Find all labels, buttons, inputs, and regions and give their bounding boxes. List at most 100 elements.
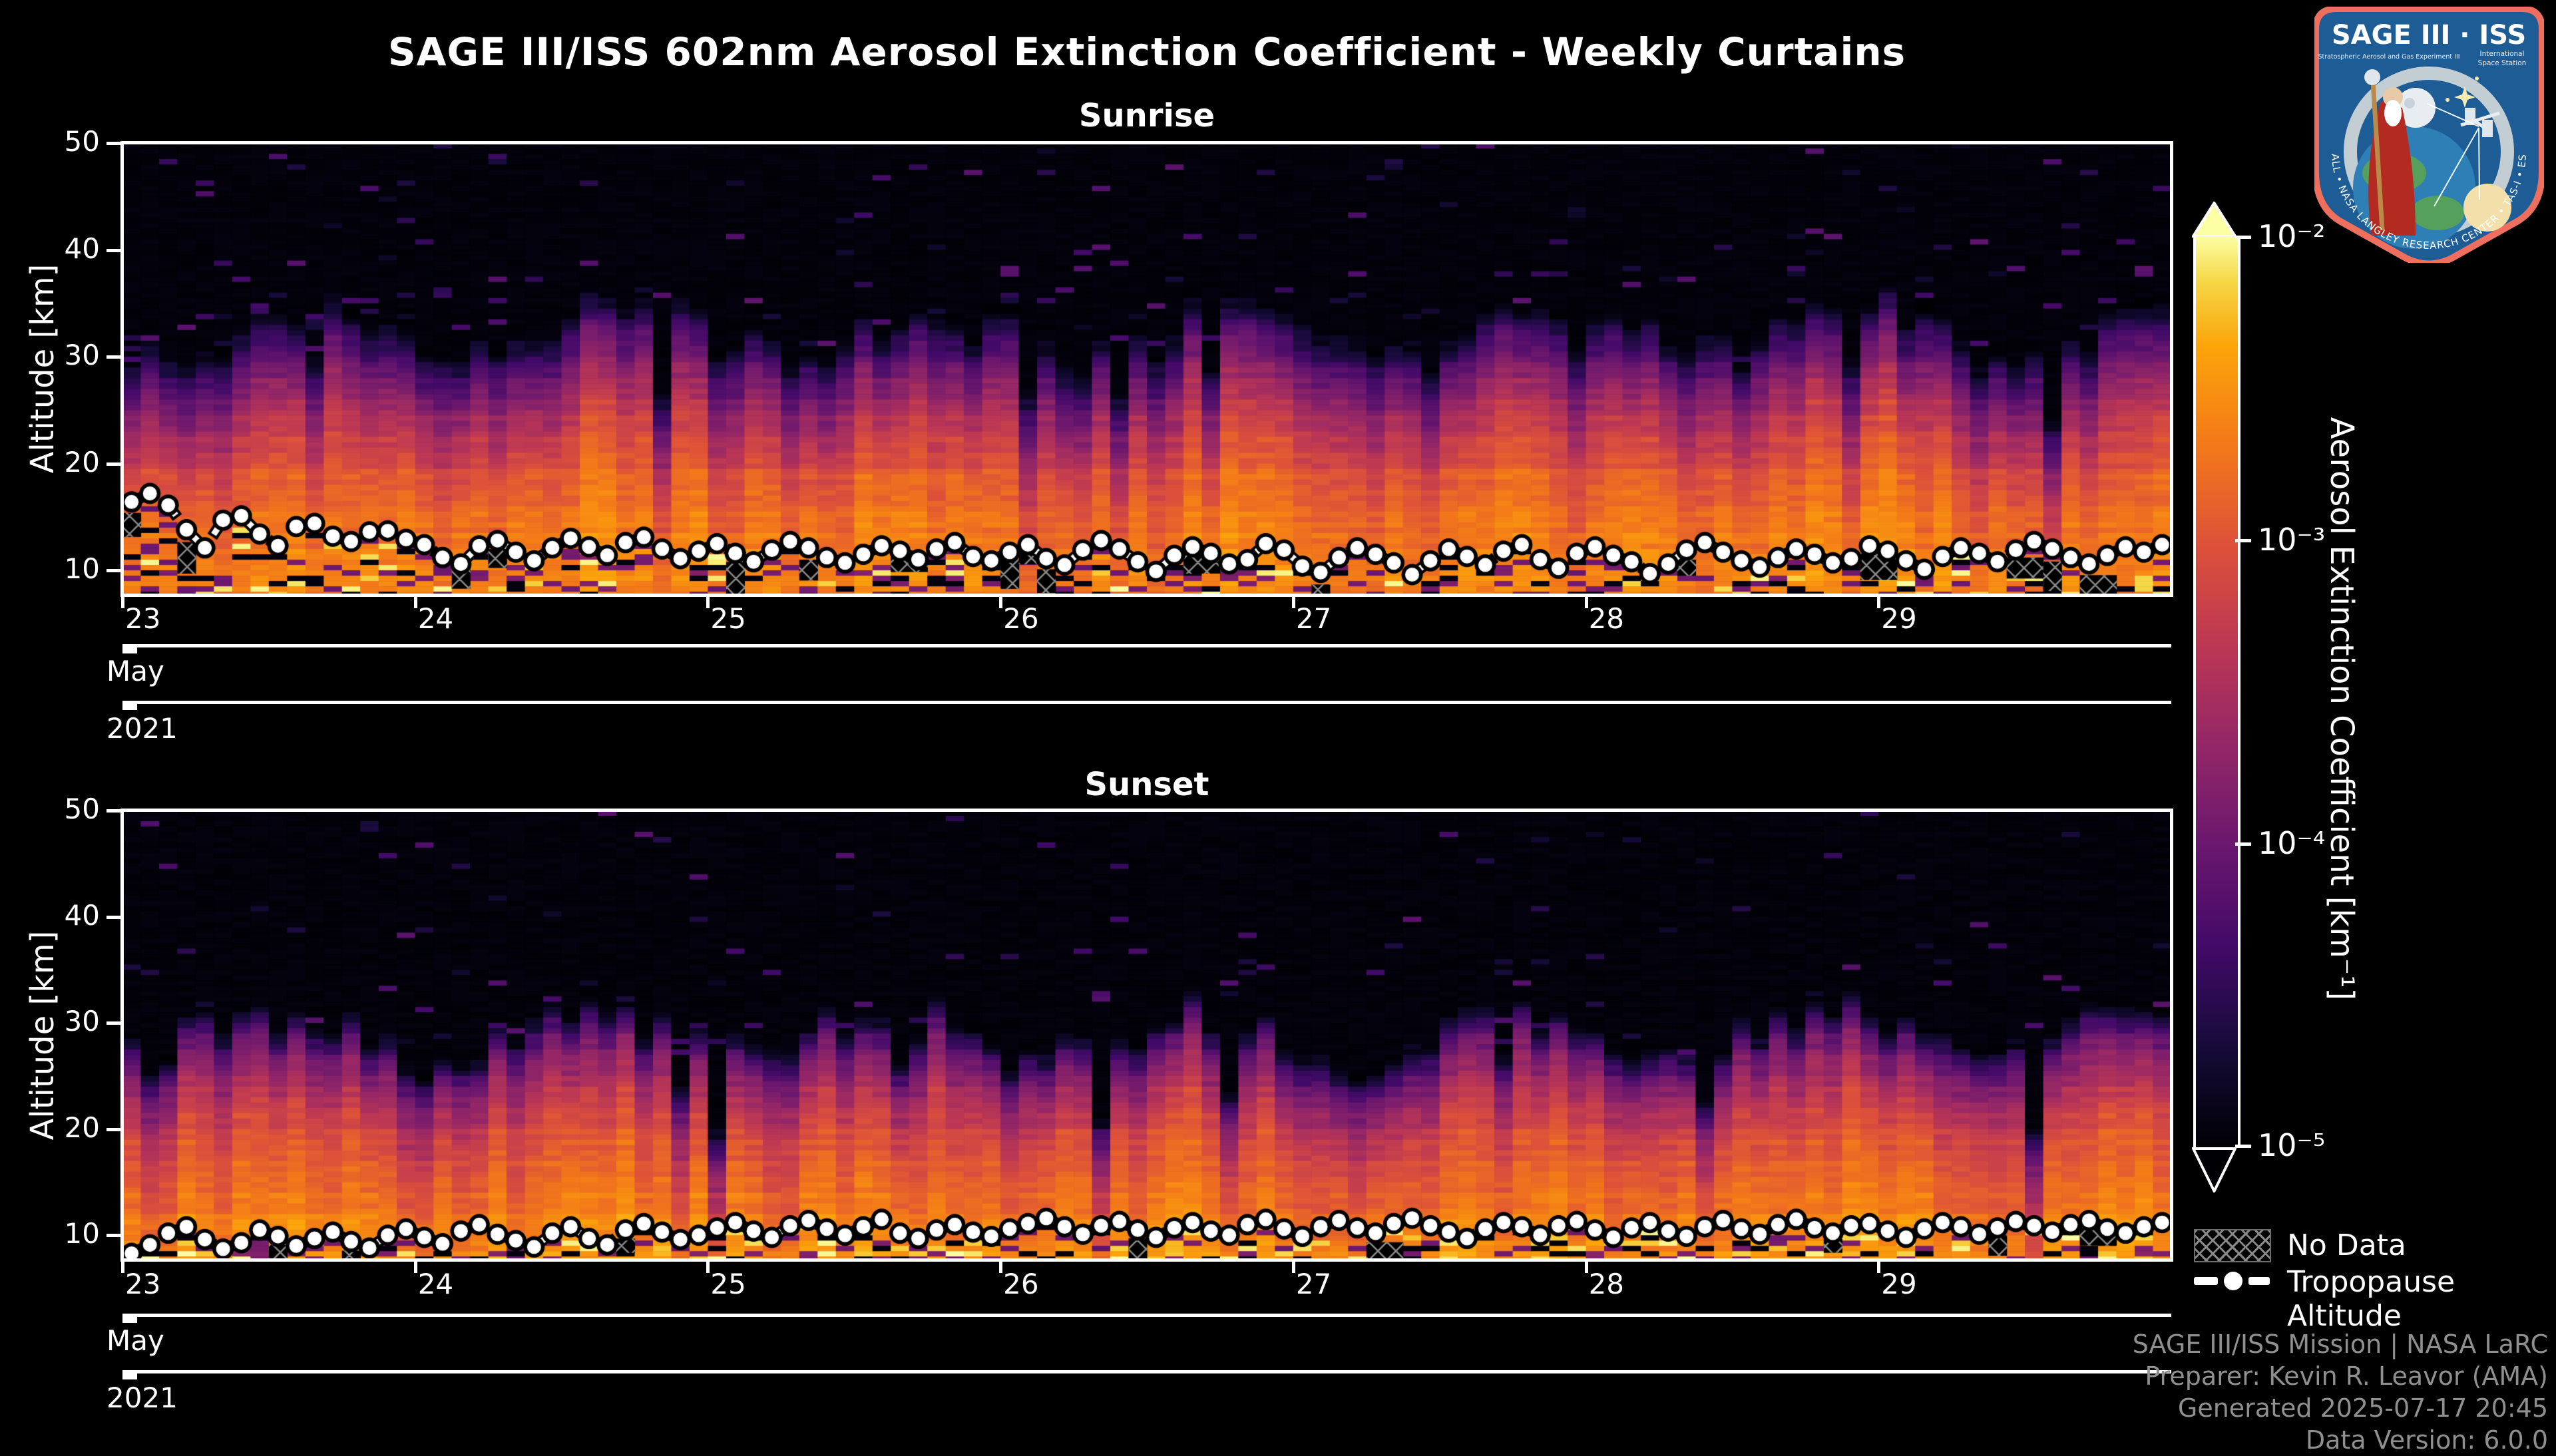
colorbar-gradient <box>2193 236 2240 1147</box>
logo-subtitle-left: Stratospheric Aerosol and Gas Experiment… <box>2318 53 2459 61</box>
figure-title: SAGE III/ISS 602nm Aerosol Extinction Co… <box>387 29 1906 75</box>
colorbar-tick-1e-2: 10⁻² <box>2258 218 2326 254</box>
x-tick-mark <box>999 595 1003 608</box>
x-tick-mark <box>1877 1260 1881 1273</box>
x-tick-label: 27 <box>1295 1268 1332 1300</box>
tropopause-swatch-marker <box>2224 1272 2242 1290</box>
colorbar-tick-mark <box>2235 539 2251 542</box>
y-tick-mark <box>106 569 122 573</box>
x-tick-mark <box>413 595 417 608</box>
logo-moon <box>2396 88 2436 128</box>
logo-wizard <box>2364 69 2416 236</box>
y-tick-mark <box>106 1234 122 1238</box>
x-tick-mark <box>121 1260 124 1273</box>
y-tick-mark <box>106 462 122 466</box>
logo-title: SAGE III · ISS <box>2332 20 2526 51</box>
sunrise-month-axis-tick <box>122 644 137 653</box>
x-tick-label: 27 <box>1295 602 1332 635</box>
sunrise-month-axis-line <box>122 644 2171 647</box>
x-tick-label: 25 <box>710 1268 746 1300</box>
x-tick-label: 29 <box>1881 602 1917 635</box>
x-tick-mark <box>413 1260 417 1273</box>
logo-observation-lines <box>2427 103 2480 207</box>
y-tick-label: 40 <box>64 232 100 265</box>
y-tick-label: 20 <box>64 445 100 478</box>
y-tick-label: 40 <box>64 898 100 932</box>
sunrise-month-label: May <box>106 655 164 687</box>
y-tick-label: 50 <box>64 125 100 158</box>
colorbar-tick-1e-3: 10⁻³ <box>2258 522 2326 558</box>
y-tick-mark <box>106 142 122 145</box>
sunrise-curtain-heatmap <box>122 143 2171 595</box>
logo-sun <box>2463 184 2511 232</box>
panel-sunrise-subtitle: Sunrise <box>1078 97 1215 134</box>
no-data-label: No Data <box>2287 1228 2406 1262</box>
sage-iii-iss-logo: SAGE III · ISS Stratospheric Aerosol and… <box>2314 7 2544 263</box>
logo-stars <box>2446 77 2479 108</box>
x-tick-mark <box>1291 1260 1295 1273</box>
y-tick-mark <box>106 809 122 813</box>
x-tick-mark <box>999 1260 1003 1273</box>
y-tick-label: 30 <box>64 339 100 372</box>
attribution-line-2: Preparer: Kevin R. Leavor (AMA) <box>2145 1362 2548 1391</box>
sunset-month-axis-tick <box>122 1314 137 1323</box>
colorbar-tick-1e-4: 10⁻⁴ <box>2258 825 2326 861</box>
sunset-plot-frame <box>120 809 2173 1262</box>
y-tick-mark <box>106 915 122 919</box>
sunrise-year-axis-tick <box>122 701 137 710</box>
sunset-month-axis-line <box>122 1314 2171 1317</box>
x-tick-mark <box>1584 595 1588 608</box>
x-tick-label: 23 <box>125 602 161 635</box>
sunset-month-label: May <box>106 1324 164 1357</box>
colorbar-upper-arrow <box>2192 202 2236 238</box>
sunrise-plot-frame <box>120 141 2173 597</box>
x-tick-label: 26 <box>1003 1268 1039 1300</box>
x-tick-mark <box>1877 595 1881 608</box>
x-tick-mark <box>1584 1260 1588 1273</box>
attribution-block: SAGE III/ISS Mission | NASA LaRC Prepare… <box>1949 1328 2548 1456</box>
sunrise-year-axis-line <box>122 701 2171 704</box>
colorbar-tick-mark <box>2235 236 2251 239</box>
y-tick-label: 30 <box>64 1005 100 1038</box>
x-tick-mark <box>121 595 124 608</box>
y-tick-mark <box>106 248 122 252</box>
colorbar-label: Aerosol Extinction Coefficient [km⁻¹] <box>2323 417 2360 1001</box>
tropopause-swatch-dash-left <box>2194 1277 2218 1285</box>
sunset-year-axis-line <box>122 1370 2171 1373</box>
attribution-line-3: Generated 2025-07-17 20:45 <box>2177 1393 2548 1423</box>
y-tick-label: 20 <box>64 1111 100 1144</box>
logo-subtitle-right-1: International <box>2479 50 2524 58</box>
x-tick-mark <box>1291 595 1295 608</box>
x-tick-label: 25 <box>710 602 746 635</box>
tropopause-swatch-dash-right <box>2248 1277 2270 1285</box>
colorbar-tick-mark <box>2235 1145 2251 1148</box>
colorbar-tick-mark <box>2235 842 2251 846</box>
x-tick-mark <box>706 595 710 608</box>
logo-earth-land-2 <box>2411 196 2464 230</box>
attribution-line-4: Data Version: 6.0.0 <box>2305 1425 2548 1455</box>
x-tick-label: 29 <box>1881 1268 1917 1300</box>
x-tick-label: 24 <box>417 602 454 635</box>
sunset-year-axis-tick <box>122 1370 137 1379</box>
x-tick-mark <box>706 1260 710 1273</box>
x-tick-label: 28 <box>1588 602 1625 635</box>
y-tick-mark <box>106 1021 122 1025</box>
panel-sunset-subtitle: Sunset <box>1084 766 1209 803</box>
x-tick-label: 26 <box>1003 602 1039 635</box>
y-tick-label: 50 <box>64 793 100 825</box>
no-data-hatch-swatch <box>2194 1229 2271 1262</box>
y-tick-label: 10 <box>64 552 100 586</box>
sunset-curtain-heatmap <box>122 811 2171 1260</box>
y-tick-mark <box>106 1127 122 1131</box>
attribution-line-1: SAGE III/ISS Mission | NASA LaRC <box>2132 1330 2548 1359</box>
x-tick-label: 23 <box>125 1268 161 1300</box>
y-tick-label: 10 <box>64 1217 100 1250</box>
colorbar-lower-arrow <box>2192 1147 2236 1192</box>
y-tick-mark <box>106 355 122 359</box>
x-tick-label: 28 <box>1588 1268 1625 1300</box>
colorbar-tick-1e-5: 10⁻⁵ <box>2258 1127 2326 1163</box>
logo-subtitle-right-2: Space Station <box>2478 59 2527 67</box>
x-tick-label: 24 <box>417 1268 454 1300</box>
tropopause-label: Tropopause Altitude <box>2287 1265 2455 1333</box>
logo-moon-crater <box>2404 98 2415 108</box>
